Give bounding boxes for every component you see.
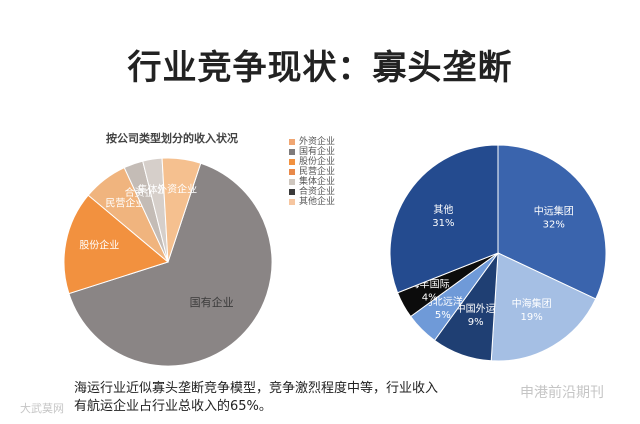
watermark-left: 大武莫网 <box>20 402 64 415</box>
legend-label: 外资企业 <box>299 137 336 147</box>
left-chart-title: 按公司类型划分的收入状况 <box>106 132 238 145</box>
legend-label: 合资企业 <box>299 187 336 197</box>
slice-value-label: 19% <box>520 312 542 323</box>
pie-slice <box>497 144 607 300</box>
caption-line1-rest: 收入 <box>412 381 439 396</box>
legend-item: 民营企业 <box>289 167 335 177</box>
slice-value-label: 31% <box>432 218 454 229</box>
page-title: 行业竞争现状：寡头垄断 <box>127 48 513 88</box>
caption: 海运行业近似寡头垄断竞争模型，竞争激烈程度中等，行业收入 有航运企业占行业总收入… <box>74 380 634 416</box>
caption-line2: 有航运企业占行业总收入的65%。 <box>74 399 272 414</box>
legend-swatch <box>289 139 295 145</box>
legend-item: 股份企业 <box>289 157 335 167</box>
slice-label: 外资企业 <box>157 183 197 196</box>
legend-item: 集体企业 <box>289 177 335 187</box>
slice-label: 股份企业 <box>79 238 119 251</box>
slice-label: 中国外运 <box>456 302 496 315</box>
legend-swatch <box>289 179 295 185</box>
pie-slice <box>161 157 202 263</box>
legend-item: 其他企业 <box>289 197 335 207</box>
legend-label: 股份企业 <box>299 157 336 167</box>
legend-item: 外资企业 <box>289 137 335 147</box>
legend-swatch <box>289 149 295 155</box>
legend-item: 合资企业 <box>289 187 335 197</box>
slice-label: 民营企业 <box>105 196 145 209</box>
slice-label: 中远集团 <box>534 205 574 218</box>
slice-label: 中海集团 <box>512 297 552 310</box>
caption-line1: 海运行业近似寡头垄断竞争模型，竞争激烈程度中等，行业 <box>74 381 413 396</box>
legend-label: 其他企业 <box>299 197 336 207</box>
legend-swatch <box>289 199 295 205</box>
legend-label: 集体企业 <box>299 177 336 187</box>
slice-value-label: 9% <box>468 317 484 328</box>
slice-value-label: 5% <box>435 310 451 321</box>
pie-slice <box>68 162 273 367</box>
legend-swatch <box>289 169 295 175</box>
legend-label: 国有企业 <box>299 147 336 157</box>
slice-label: 其他 <box>433 203 453 216</box>
left-chart-legend: 外资企业 国有企业 股份企业 民营企业 集体企业 合资企业 其他企业 <box>289 137 335 207</box>
legend-swatch <box>289 189 295 195</box>
pie-slice <box>63 194 170 295</box>
slice-value-label: 4% <box>422 293 438 304</box>
watermark-right: 申港前沿期刊 <box>520 385 604 401</box>
legend-item: 国有企业 <box>289 147 335 157</box>
legend-swatch <box>289 159 295 165</box>
slice-label: 国有企业 <box>190 295 234 309</box>
pie-slice <box>389 144 499 294</box>
legend-label: 民营企业 <box>299 167 336 177</box>
pie-slice <box>490 252 597 362</box>
slice-value-label: 32% <box>543 220 565 231</box>
